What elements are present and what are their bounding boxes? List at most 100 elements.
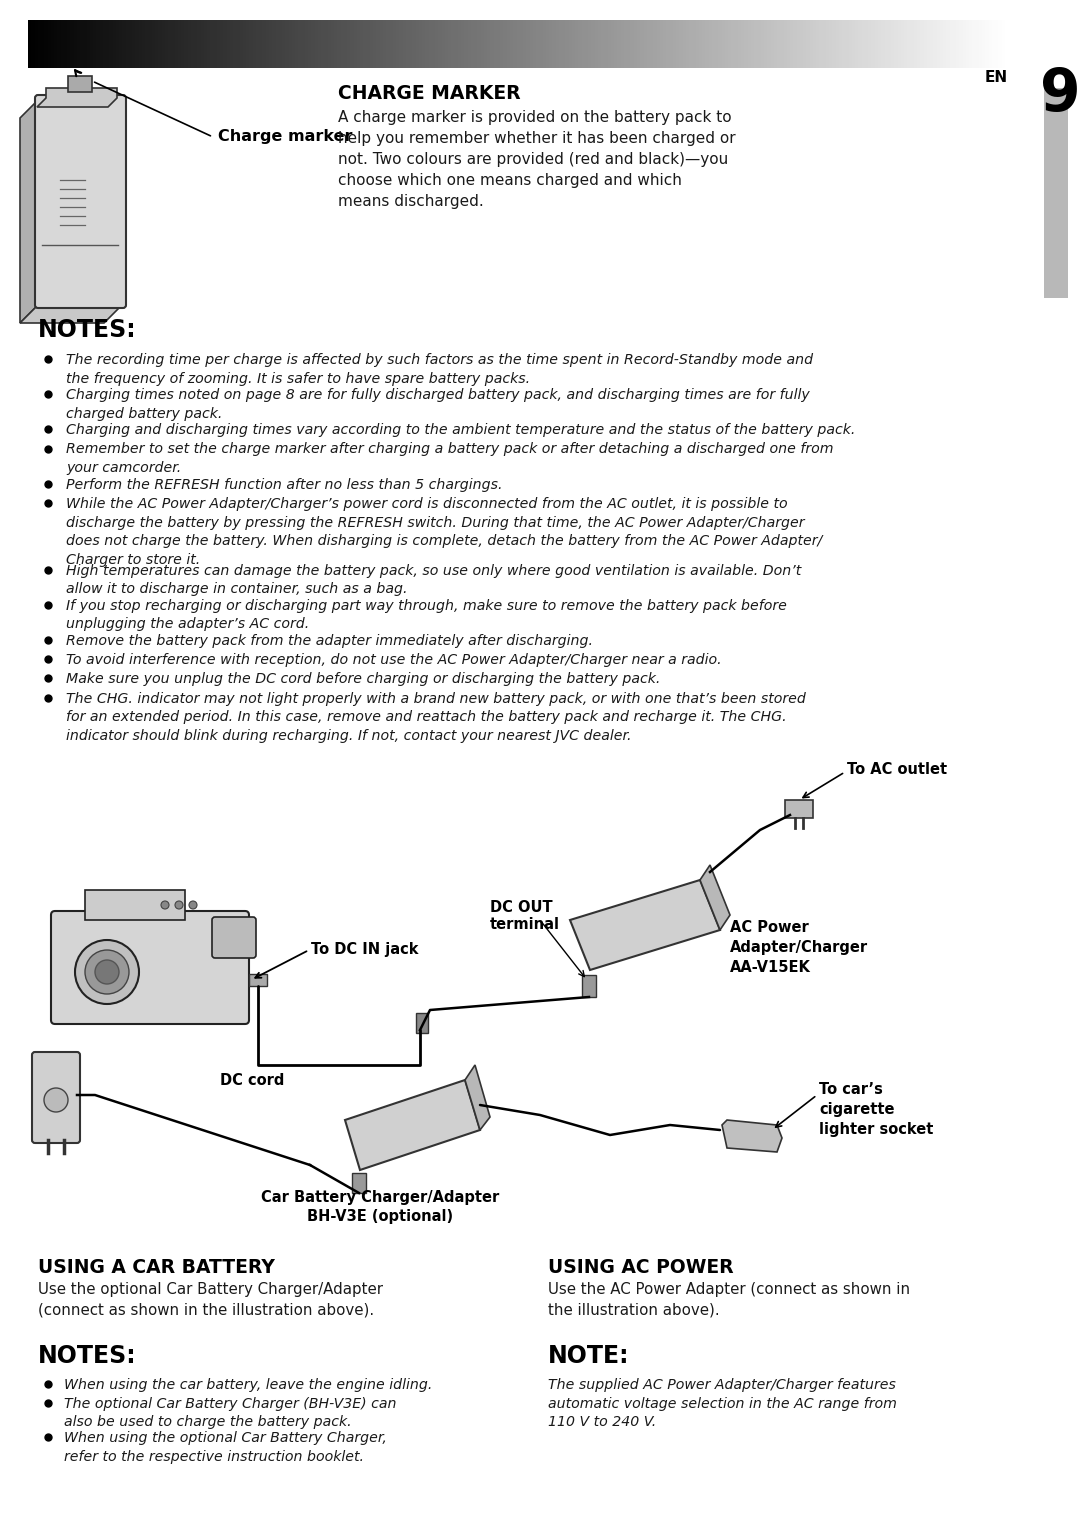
Bar (324, 20, 327, 67)
Polygon shape (570, 880, 720, 970)
Bar (409, 20, 413, 67)
Bar (64, 20, 67, 67)
Bar (555, 20, 558, 67)
Bar (943, 20, 946, 67)
Bar (122, 20, 125, 67)
Bar (605, 20, 608, 67)
Bar (165, 20, 168, 67)
Bar (972, 20, 975, 67)
Bar (387, 20, 390, 67)
Bar (705, 20, 708, 67)
Text: Perform the REFRESH function after no less than 5 chargings.: Perform the REFRESH function after no le… (66, 478, 502, 492)
Bar (660, 20, 663, 67)
Bar (314, 20, 318, 67)
Bar (119, 20, 122, 67)
Bar (692, 20, 696, 67)
Bar (272, 20, 275, 67)
Bar (855, 20, 859, 67)
Bar (390, 20, 393, 67)
Bar (148, 20, 152, 67)
Bar (865, 20, 868, 67)
Bar (637, 20, 640, 67)
Bar (327, 20, 330, 67)
Bar (214, 20, 217, 67)
Bar (298, 20, 301, 67)
Bar (471, 20, 474, 67)
Polygon shape (700, 865, 730, 931)
Bar (852, 20, 855, 67)
Bar (41, 20, 44, 67)
Bar (917, 20, 920, 67)
Bar (545, 20, 549, 67)
Bar (777, 20, 780, 67)
Bar (188, 20, 191, 67)
Bar (897, 20, 901, 67)
Bar (904, 20, 907, 67)
Bar (227, 20, 230, 67)
Bar (132, 20, 135, 67)
Bar (380, 20, 383, 67)
Bar (445, 20, 448, 67)
Bar (73, 20, 77, 67)
Bar (862, 20, 865, 67)
Bar (991, 20, 996, 67)
Text: Remove the battery pack from the adapter immediately after discharging.: Remove the battery pack from the adapter… (66, 633, 593, 648)
Bar (429, 20, 432, 67)
Bar (162, 20, 165, 67)
Text: A charge marker is provided on the battery pack to
help you remember whether it : A charge marker is provided on the batte… (338, 110, 735, 208)
Text: USING AC POWER: USING AC POWER (548, 1259, 733, 1277)
Bar (807, 20, 810, 67)
Bar (598, 20, 602, 67)
Text: NOTES:: NOTES: (38, 1344, 137, 1367)
Bar (696, 20, 699, 67)
Bar (253, 20, 256, 67)
Circle shape (95, 960, 119, 984)
Bar (670, 20, 673, 67)
Bar (288, 20, 292, 67)
Bar (191, 20, 194, 67)
Bar (741, 20, 744, 67)
Circle shape (85, 950, 129, 993)
Bar (539, 20, 542, 67)
Text: 9: 9 (1040, 66, 1080, 123)
Bar (67, 20, 70, 67)
Bar (621, 20, 624, 67)
Bar (787, 20, 791, 67)
Bar (956, 20, 959, 67)
Bar (891, 20, 894, 67)
Bar (966, 20, 969, 67)
Bar (946, 20, 949, 67)
Bar (99, 20, 103, 67)
Bar (500, 20, 503, 67)
Bar (829, 20, 833, 67)
Bar (634, 20, 637, 67)
Bar (699, 20, 702, 67)
Bar (579, 20, 582, 67)
Bar (432, 20, 435, 67)
Bar (356, 20, 361, 67)
Bar (785, 800, 813, 819)
Bar (367, 20, 370, 67)
Bar (266, 20, 269, 67)
Bar (44, 20, 48, 67)
Bar (708, 20, 712, 67)
Bar (800, 20, 804, 67)
Bar (516, 20, 519, 67)
Bar (207, 20, 211, 67)
Bar (888, 20, 891, 67)
Bar (780, 20, 784, 67)
Bar (1002, 20, 1005, 67)
Bar (201, 20, 204, 67)
Bar (532, 20, 536, 67)
Bar (256, 20, 259, 67)
Bar (86, 20, 90, 67)
Bar (145, 20, 148, 67)
Bar (595, 20, 598, 67)
Polygon shape (21, 100, 38, 323)
FancyBboxPatch shape (35, 95, 126, 308)
Bar (406, 20, 409, 67)
Bar (868, 20, 872, 67)
Bar (686, 20, 689, 67)
Bar (842, 20, 846, 67)
Bar (262, 20, 266, 67)
